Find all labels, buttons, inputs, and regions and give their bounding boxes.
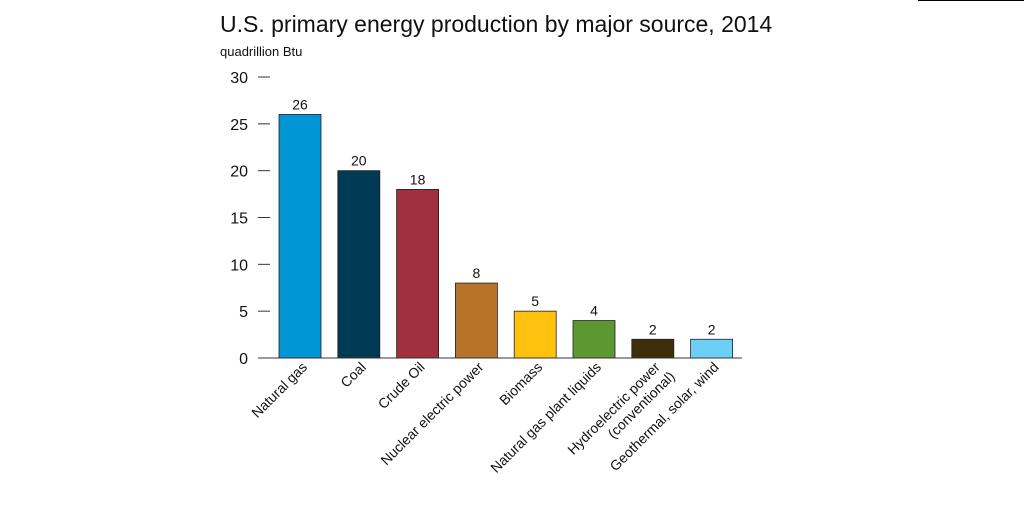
y-tick-label: 0 bbox=[239, 351, 248, 368]
y-tick-label: 20 bbox=[230, 164, 248, 181]
chart-subtitle: quadrillion Btu bbox=[220, 44, 302, 59]
data-label: 20 bbox=[351, 153, 367, 169]
bar bbox=[396, 188, 440, 359]
bar bbox=[454, 282, 498, 359]
y-tick-label: 25 bbox=[230, 117, 248, 134]
x-tick-label: Biomass bbox=[496, 359, 545, 408]
data-label: 18 bbox=[410, 171, 426, 187]
x-tick-label: Natural gas plant liquids bbox=[487, 359, 604, 476]
data-label: 4 bbox=[590, 303, 598, 319]
data-label: 2 bbox=[708, 321, 716, 337]
bar bbox=[631, 338, 675, 359]
y-tick-label: 15 bbox=[230, 211, 248, 228]
data-label: 26 bbox=[292, 96, 308, 112]
bar bbox=[690, 338, 733, 359]
bar bbox=[337, 170, 381, 359]
x-tick-label: Nuclear electric power bbox=[377, 359, 486, 468]
x-tick-label: Crude Oil bbox=[375, 359, 428, 412]
data-label: 2 bbox=[649, 321, 657, 337]
x-tick-label: Natural gas bbox=[248, 359, 310, 421]
y-tick-label: 5 bbox=[239, 304, 248, 321]
data-label: 8 bbox=[473, 265, 481, 281]
x-tick-label: Coal bbox=[337, 359, 369, 391]
bar bbox=[278, 114, 322, 359]
bar bbox=[513, 310, 557, 359]
y-tick-label: 30 bbox=[230, 70, 248, 87]
y-tick-label: 10 bbox=[230, 257, 248, 274]
data-label: 5 bbox=[531, 293, 539, 309]
chart-title: U.S. primary energy production by major … bbox=[220, 11, 772, 37]
bar bbox=[572, 320, 616, 359]
